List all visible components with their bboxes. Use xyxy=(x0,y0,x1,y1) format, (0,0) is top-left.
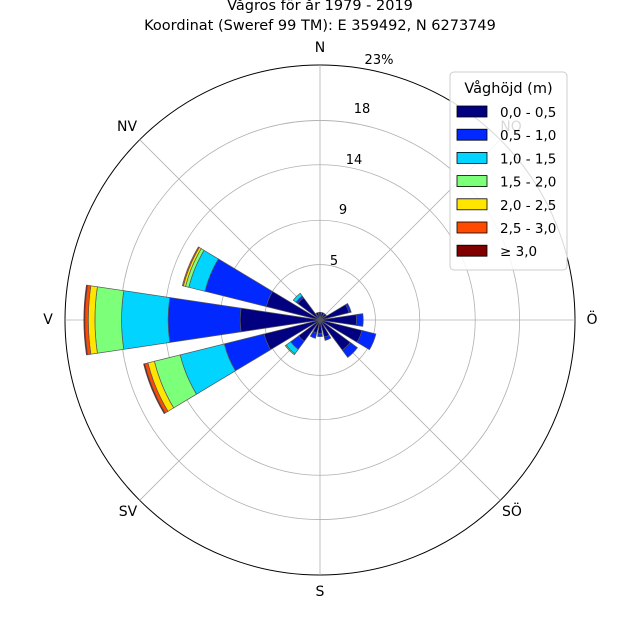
rose-wedge xyxy=(284,344,296,356)
rose-wedge xyxy=(345,302,352,314)
legend-swatch xyxy=(456,128,488,141)
rose-wedge xyxy=(121,290,171,350)
legend-label: 0,0 - 0,5 xyxy=(500,105,556,121)
direction-label: V xyxy=(43,312,53,328)
chart-subtitle: Koordinat (Sweref 99 TM): E 359492, N 62… xyxy=(144,18,496,34)
ring-label: 14 xyxy=(346,153,363,168)
rose-wedge xyxy=(83,284,88,356)
legend-swatch xyxy=(456,244,488,257)
rose-wedge xyxy=(204,258,273,308)
rose-wedge xyxy=(317,332,323,337)
legend-label: 0,5 - 1,0 xyxy=(500,128,556,144)
legend-label: 2,5 - 3,0 xyxy=(500,221,556,237)
rose-wedge xyxy=(143,363,166,415)
direction-label: N xyxy=(315,40,325,56)
rose-wedge xyxy=(309,330,318,339)
ring-label: 9 xyxy=(339,203,347,218)
legend-label: 2,0 - 2,5 xyxy=(500,198,556,214)
legend-box xyxy=(449,71,568,271)
legend-swatch xyxy=(456,105,488,118)
legend-swatch xyxy=(456,175,488,188)
rose-wedge xyxy=(292,292,303,303)
legend-swatch xyxy=(456,221,488,234)
legend-label: ≥ 3,0 xyxy=(500,244,537,260)
chart-title: Vågros för år 1979 - 2019 xyxy=(227,0,413,14)
rose-wedge xyxy=(167,297,242,343)
rose-wedge xyxy=(315,312,321,321)
ring-label: 18 xyxy=(354,102,371,117)
rose-wedge xyxy=(355,313,364,327)
rose-wedge xyxy=(341,341,358,358)
rose-wedge xyxy=(356,330,377,351)
legend-swatch xyxy=(456,198,488,211)
direction-label: S xyxy=(316,584,325,600)
ring-max-label: 23% xyxy=(365,53,394,68)
rose-wedge xyxy=(94,286,125,354)
legend-title: Våghöjd (m) xyxy=(464,80,552,97)
legend-label: 1,0 - 1,5 xyxy=(500,151,556,167)
legend-label: 1,5 - 2,0 xyxy=(500,175,556,191)
ring-label: 5 xyxy=(330,254,338,269)
direction-label: SV xyxy=(119,504,138,520)
direction-label: SÖ xyxy=(502,502,522,520)
direction-label: Ö xyxy=(586,310,597,328)
rose-wedge xyxy=(323,334,332,341)
rose-wedge xyxy=(239,307,321,333)
grid-spoke xyxy=(139,139,321,321)
rose-wedge xyxy=(181,246,200,287)
direction-label: NV xyxy=(117,119,137,135)
legend-swatch xyxy=(456,151,488,164)
